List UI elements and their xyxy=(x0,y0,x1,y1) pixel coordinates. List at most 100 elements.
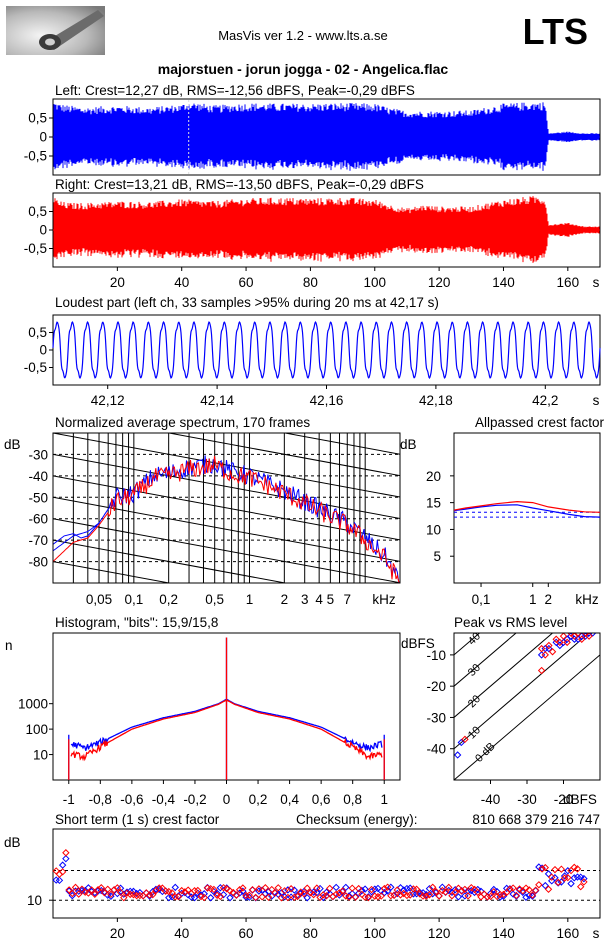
x-tick-label: 60 xyxy=(239,926,254,941)
stc-point xyxy=(181,888,189,896)
spectrum-slope-line xyxy=(166,433,400,477)
y-tick-label: 10 xyxy=(27,893,42,908)
x-tick-label: 80 xyxy=(303,275,318,290)
y-tick-label: -0,5 xyxy=(24,149,47,164)
y-tick-label: 1000 xyxy=(18,697,48,712)
app-title: MasVis ver 1.2 - www.lts.a.se xyxy=(218,28,388,43)
crest-diagonal-line xyxy=(454,633,590,750)
peak-rms-point xyxy=(567,633,575,637)
short-term-crest-plot: dB 10 20 40 60 80 100 120 140 160 s xyxy=(4,828,601,941)
stc-point xyxy=(303,894,311,902)
stc-point xyxy=(541,881,550,890)
stc-point xyxy=(570,863,578,872)
peak-rms-y-label: dBFS xyxy=(401,636,435,651)
stc-point xyxy=(380,884,389,893)
diagonal-label: 0 dB xyxy=(473,740,497,764)
y-tick-label: 15 xyxy=(426,496,441,511)
peak-rms-point xyxy=(581,633,590,637)
stc-point xyxy=(338,887,347,895)
stc-point xyxy=(258,893,266,901)
stc-point xyxy=(113,884,122,892)
y-tick-label: -30 xyxy=(28,447,48,462)
stc-point xyxy=(239,884,247,892)
crest-diagonal-line xyxy=(454,633,554,719)
stc-point xyxy=(528,892,537,900)
stc-point xyxy=(264,893,273,901)
stc-point xyxy=(403,884,411,893)
stc-point xyxy=(480,890,488,898)
stc-point xyxy=(496,890,504,899)
x-tick-label: 4 xyxy=(315,592,323,607)
x-tick-label: -40 xyxy=(481,792,501,807)
stc-point xyxy=(113,889,122,898)
stc-point xyxy=(400,889,408,898)
stc-point xyxy=(428,883,437,891)
stc-point xyxy=(351,893,360,901)
stc-point xyxy=(71,883,80,892)
x-tick-label: 20 xyxy=(110,275,125,290)
stc-point xyxy=(490,885,498,894)
y-tick-label: -30 xyxy=(426,710,446,725)
stc-point xyxy=(531,886,540,894)
stc-point xyxy=(274,884,282,892)
stc-point xyxy=(451,886,459,894)
y-tick-label: 10 xyxy=(426,522,441,537)
stc-point xyxy=(313,884,321,892)
stc-point xyxy=(335,889,344,897)
stc-point xyxy=(358,886,366,895)
stc-point xyxy=(271,889,279,897)
x-tick-label: 0,1 xyxy=(472,592,491,607)
stc-point xyxy=(509,884,517,892)
stc-point xyxy=(342,883,350,892)
x-unit-label: s xyxy=(593,393,600,408)
plot-frame xyxy=(453,432,601,584)
track-title: majorstuen - jorun jogga - 02 - Angelica… xyxy=(158,61,449,77)
stc-y-label: dB xyxy=(4,835,21,850)
y-tick-label: -0,5 xyxy=(24,241,47,256)
stc-point xyxy=(406,891,414,899)
stc-point xyxy=(284,886,292,894)
stc-point xyxy=(120,893,128,902)
stc-point xyxy=(287,885,295,893)
x-tick-label: -0,2 xyxy=(183,792,206,807)
spectrum-slope-line xyxy=(53,262,400,326)
stc-point xyxy=(332,890,340,899)
stc-point xyxy=(174,892,183,901)
stc-point xyxy=(58,861,67,869)
checksum-value: 810 668 379 216 747 xyxy=(472,812,600,827)
stc-point xyxy=(412,885,421,893)
stc-point xyxy=(232,891,241,899)
x-tick-label: 20 xyxy=(110,926,125,941)
peak-rms-point xyxy=(588,633,597,637)
stc-point xyxy=(277,889,286,897)
y-tick-label: 0 xyxy=(39,130,47,145)
stc-point xyxy=(345,893,353,901)
x-tick-label: -0,6 xyxy=(120,792,143,807)
stc-point xyxy=(538,865,546,873)
stc-point xyxy=(284,893,292,902)
crest-series-right xyxy=(453,500,601,513)
x-tick-label: 40 xyxy=(174,275,189,290)
stc-point xyxy=(210,885,218,894)
stc-point xyxy=(168,889,176,897)
stc-point xyxy=(62,849,70,857)
stc-point xyxy=(506,885,514,893)
stc-point xyxy=(171,893,179,901)
x-tick-label: 0 xyxy=(223,792,231,807)
stc-point xyxy=(149,890,157,899)
x-tick-label: 160 xyxy=(557,926,580,941)
x-tick-label: 80 xyxy=(303,926,318,941)
plot-frame xyxy=(52,432,401,584)
stc-point xyxy=(441,888,450,896)
stc-point xyxy=(451,888,459,897)
x-tick-label: 0,5 xyxy=(205,592,224,607)
x-tick-label: 2 xyxy=(545,592,553,607)
peak-rms-point xyxy=(541,651,549,659)
spectrum-slope-line xyxy=(53,518,400,583)
stc-point xyxy=(387,883,395,891)
stc-point xyxy=(123,888,131,896)
stc-point xyxy=(293,892,302,901)
peak-rms-point xyxy=(545,644,553,653)
x-tick-label: 1 xyxy=(246,592,254,607)
